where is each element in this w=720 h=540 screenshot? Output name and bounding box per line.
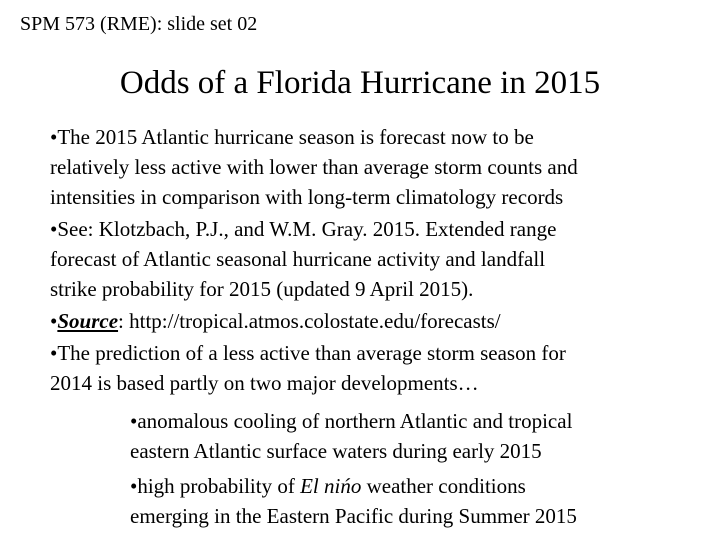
bullet-citation: •See: Klotzbach, P.J., and W.M. Gray. 20…: [50, 217, 557, 301]
sub-bullet-el-nino: •high probability of El nińo weather con…: [130, 471, 695, 531]
bullet-prediction: •The prediction of a less active than av…: [50, 341, 566, 395]
slide-body: •The 2015 Atlantic hurricane season is f…: [50, 122, 695, 533]
slide-header-text: SPM 573 (RME): slide set 02: [20, 13, 258, 35]
bullet-source: •Source: http://tropical.atmos.colostate…: [50, 306, 695, 336]
bullet-season-forecast: •The 2015 Atlantic hurricane season is f…: [50, 125, 578, 209]
bullet-source-marker: •: [50, 309, 58, 333]
sub-bullet-atlantic-cooling: •anomalous cooling of northern Atlantic …: [130, 409, 573, 463]
source-label: Source: [57, 309, 119, 333]
sub-bullet-el-nino-post: weather conditions emerging in the Easte…: [130, 474, 577, 528]
page-title: Odds of a Florida Hurricane in 2015: [119, 65, 601, 101]
el-nino-italic-text: El nińo: [300, 474, 362, 498]
source-url-text: : http://tropical.atmos.colostate.edu/fo…: [118, 309, 501, 333]
sub-bullet-el-nino-pre: •high probability of: [130, 474, 301, 498]
